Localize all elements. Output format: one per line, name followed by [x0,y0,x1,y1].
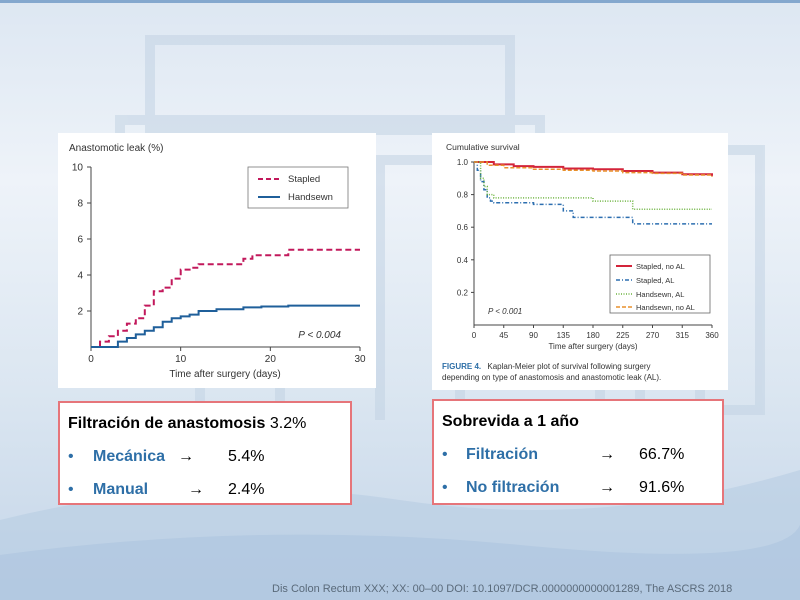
leak-y-tick-label: 10 [72,163,84,174]
leak-summary-box: Filtración de anastomosis 3.2% • Mecánic… [58,401,352,505]
arrow-right-icon: → [599,479,615,496]
survival-x-tick-label: 0 [472,331,477,340]
leak-y-tick-label: 6 [77,235,83,246]
leak-y-tick-label: 8 [77,199,83,210]
survival-summary-title: Sobrevida a 1 año [442,413,579,430]
survival-x-tick-label: 180 [586,331,600,340]
leak-chart-title: Anastomotic leak (%) [69,143,163,154]
survival-y-tick-label: 0.4 [457,256,469,265]
survival-legend [609,254,711,314]
survival-x-tick-label: 270 [646,331,660,340]
leak-item-stapled-label: Mecánica [93,448,166,465]
leak-summary-title-text: Filtración de anastomosis [68,415,266,432]
survival-x-tick-label: 360 [705,331,719,340]
survival-x-tick-label: 315 [676,331,690,340]
citation-footer: Dis Colon Rectum XXX; XX: 00–00 DOI: 10.… [272,583,733,595]
survival-series-stapled-no-al [474,161,713,176]
arrow-right-icon: → [188,481,204,498]
survival-y-tick-label: 0.2 [457,288,469,297]
survival-summary-box: Sobrevida a 1 año • Filtración → 66.7% •… [432,399,724,505]
bullet-icon: • [68,448,74,465]
leak-y-tick-label: 2 [77,307,83,318]
leak-x-tick-label: 0 [88,354,94,365]
leak-y-tick-label: 4 [77,271,83,282]
survival-y-tick-label: 1.0 [457,158,469,167]
survival-series-stapled-al [474,161,712,225]
survival-legend-label-stapled-al: Stapled, AL [636,276,674,285]
survival-series-handsewn-no-al [474,161,713,177]
leak-item-stapled-value: 5.4% [228,448,265,465]
figure-caption-text-line-2: depending on type of anastomosis and ana… [442,373,661,382]
survival-item-no-leak-label: No filtración [466,479,560,496]
survival-chart-title: Cumulative survival [446,142,520,152]
survival-x-tick-label: 90 [529,331,538,340]
survival-legend-label-handsewn-no-al: Handsewn, no AL [636,303,695,312]
survival-item-leak-value: 66.7% [639,446,685,463]
figure-caption-label: FIGURE 4. [442,362,481,371]
leak-chart: Anastomotic leak (%) 2 4 6 8 10 0 10 20 30 Time… [69,143,366,380]
leak-item-handsewn-label: Manual [93,481,149,498]
bullet-icon: • [442,479,448,496]
leak-x-tick-label: 20 [265,354,277,365]
leak-item-stapled: • [68,448,88,466]
survival-y-tick-label: 0.8 [457,191,469,200]
leak-chart-panel: Anastomotic leak (%) 2 4 6 8 10 0 10 20 30 Time… [58,133,376,388]
leak-x-tick-label: 10 [175,354,187,365]
bullet-icon: • [68,481,74,498]
leak-summary-title: Filtración de anastomosis 3.2% [68,415,306,433]
survival-x-axis-label: Time after surgery (days) [548,342,637,351]
survival-x-tick-label: 135 [557,331,571,340]
leak-x-axis-label: Time after surgery (days) [169,369,280,380]
survival-p-value-annotation: P < 0.001 [488,307,522,316]
leak-series-stapled [91,248,360,348]
leak-item-handsewn-value: 2.4% [228,481,265,498]
leak-p-value-annotation: P < 0.004 [298,330,341,341]
survival-legend-label-handsewn-al: Handsewn, AL [636,290,684,299]
leak-item-handsewn: • [68,481,88,499]
survival-item-no-leak-value: 91.6% [639,479,685,496]
survival-item-leak-label: Filtración [466,446,539,463]
survival-figure-caption: FIGURE 4. Kaplan-Meier plot of survival … [442,362,661,382]
survival-chart: Cumulative survival 0.2 0.4 0.6 0.8 1.0 0 45 9… [442,142,719,382]
arrow-right-icon: → [178,448,194,465]
leak-legend [247,166,349,209]
survival-x-tick-label: 45 [499,331,508,340]
leak-x-tick-label: 30 [354,354,366,365]
figure-caption-text: Kaplan-Meier plot of survival following … [487,362,650,371]
bullet-icon: • [442,446,448,463]
survival-legend-label-stapled-no-al: Stapled, no AL [636,262,685,271]
leak-legend-label-handsewn: Handsewn [288,192,333,203]
survival-y-tick-label: 0.6 [457,223,469,232]
survival-series-handsewn-al [474,161,712,211]
leak-summary-title-value: 3.2% [269,415,307,432]
survival-x-tick-label: 225 [616,331,630,340]
survival-chart-panel: Cumulative survival 0.2 0.4 0.6 0.8 1.0 0 45 9… [432,133,728,390]
arrow-right-icon: → [599,446,615,463]
leak-series-handsewn [91,304,360,348]
leak-legend-label-stapled: Stapled [288,174,320,185]
